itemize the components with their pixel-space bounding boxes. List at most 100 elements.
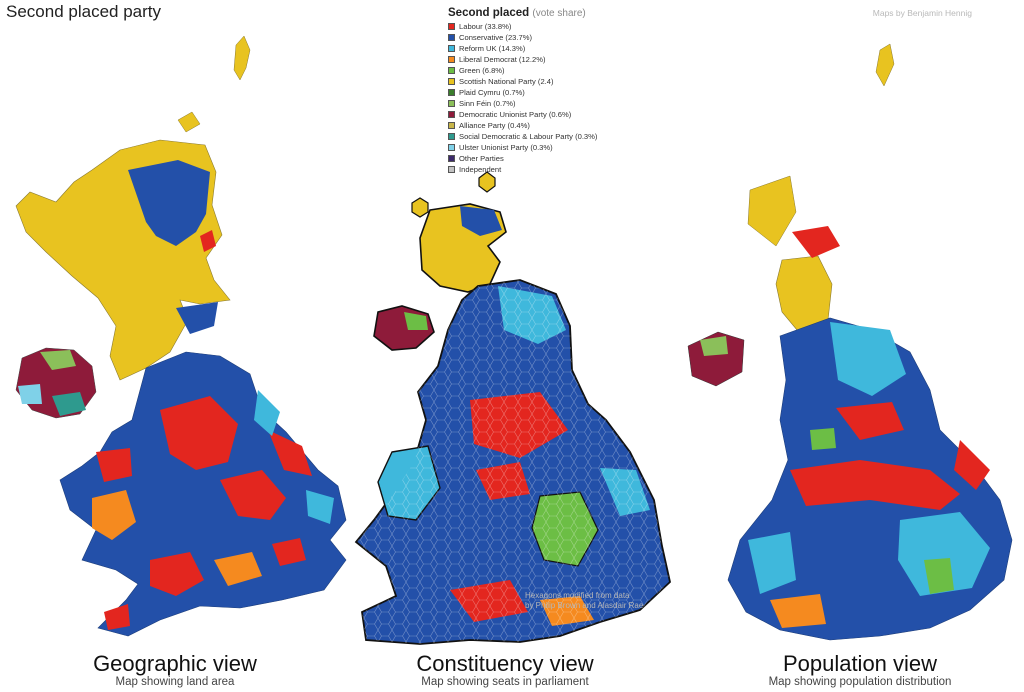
legend-subtitle: (vote share) [532, 8, 586, 19]
pop-shetland [875, 43, 895, 87]
hex-orkney [411, 197, 429, 218]
population-view-title: Population view [782, 651, 938, 676]
constituency-view-title: Constituency view [416, 651, 594, 676]
legend-label: Green (6.8%) [459, 66, 505, 76]
map-credit: Maps by Benjamin Hennig [872, 8, 972, 18]
geo-red-midlands [220, 470, 286, 520]
geo-england-wales [59, 351, 347, 637]
legend-title-text: Second placed [448, 7, 530, 19]
pop-east-red [954, 440, 990, 490]
hex-scotland-south [460, 206, 502, 236]
legend-label: Social Democratic & Labour Party (0.3%) [459, 132, 598, 142]
legend-label: Reform UK (14.3%) [459, 44, 526, 54]
geo-scotland-blue [128, 160, 210, 246]
pop-reform-northeast [830, 322, 906, 396]
pop-ni-green [700, 336, 728, 356]
legend-item: Sinn Féin (0.7%) [448, 99, 668, 110]
pop-scotland-east [792, 226, 840, 258]
geo-reform-east [306, 490, 334, 524]
pop-southwest-orange [770, 594, 826, 628]
population-view-label: Population view Map showing population d… [740, 652, 980, 689]
constituency-map [354, 171, 671, 645]
legend-item: Social Democratic & Labour Party (0.3%) [448, 132, 668, 143]
geo-sw-red [150, 552, 204, 596]
page-title: Second placed party [6, 2, 161, 21]
geo-ni-green [40, 350, 76, 370]
legend-label: Liberal Democrat (12.2%) [459, 55, 546, 65]
geographic-view-label: Geographic view Map showing land area [60, 652, 290, 689]
legend-swatch [448, 166, 455, 174]
legend-item: Democratic Unionist Party (0.6%) [448, 110, 668, 121]
geo-scotland-blue-south [176, 302, 218, 334]
legend-item: Plaid Cymru (0.7%) [448, 88, 668, 99]
pop-midlands-green [810, 428, 836, 450]
legend-swatch [448, 89, 455, 97]
geographic-map [15, 35, 347, 637]
pop-red-north [836, 402, 904, 440]
pop-london-teal [898, 512, 990, 596]
hex-shetland [478, 171, 496, 193]
legend-item: Other Parties [448, 154, 668, 165]
geo-ni-teal [52, 392, 86, 416]
geo-red-north [160, 396, 238, 470]
legend-swatch [448, 144, 455, 152]
geo-scotland-red [200, 230, 216, 252]
legend-item: Ulster Unionist Party (0.3%) [448, 143, 668, 154]
legend-item: Reform UK (14.3%) [448, 44, 668, 55]
legend-swatch [448, 56, 455, 64]
geographic-view-subtitle: Map showing land area [115, 676, 235, 688]
legend-label: Plaid Cymru (0.7%) [459, 88, 525, 98]
legend-label: Democratic Unionist Party (0.6%) [459, 110, 572, 120]
geo-orkney [177, 111, 201, 133]
legend-item: Alliance Party (0.4%) [448, 121, 668, 132]
geographic-view-title: Geographic view [93, 651, 257, 676]
legend-swatch [448, 111, 455, 119]
legend-swatch [448, 122, 455, 130]
hex-ni-green [404, 312, 428, 330]
legend-swatch [448, 78, 455, 86]
legend-label: Conservative (23.7%) [459, 33, 533, 43]
legend-label: Independent [459, 165, 502, 175]
legend-title: Second placed (vote share) [448, 6, 668, 21]
legend-label: Alliance Party (0.4%) [459, 121, 530, 131]
hex-grid-overlay [356, 280, 670, 644]
pop-red-band [790, 460, 960, 510]
hexagon-data-credit: Hexagons modified from data by Philip Br… [525, 591, 643, 611]
constituency-view-label: Constituency view Map showing seats in p… [380, 652, 630, 689]
legend-item: Conservative (23.7%) [448, 33, 668, 44]
pop-west-teal [748, 532, 796, 594]
pop-london-green [924, 558, 954, 594]
pop-highlands [747, 175, 797, 247]
geo-sw-tip-red [104, 604, 130, 630]
legend-swatch [448, 34, 455, 42]
constituency-view-subtitle: Map showing seats in parliament [421, 676, 589, 688]
legend-swatch [448, 45, 455, 53]
legend-label: Other Parties [459, 154, 504, 164]
legend-item: Green (6.8%) [448, 66, 668, 77]
geo-wales-red [96, 448, 132, 482]
geo-wales-orange [92, 490, 136, 540]
geo-reform [254, 390, 280, 436]
legend-items: Labour (33.8%) Conservative (23.7%) Reform… [448, 22, 668, 176]
population-map [687, 43, 1013, 641]
geo-ni-lightblue [18, 384, 42, 404]
geo-red-east [268, 430, 312, 476]
legend-label: Labour (33.8%) [459, 22, 512, 32]
legend-label: Scottish National Party (2.4) [459, 77, 554, 87]
legend-item: Labour (33.8%) [448, 22, 668, 33]
geo-south-orange [214, 552, 262, 586]
hexagon-credit-line1: Hexagons modified from data [525, 591, 630, 600]
geo-london-red [272, 538, 306, 566]
legend: Second placed (vote share) Labour (33.8%… [448, 6, 668, 175]
legend-item: Liberal Democrat (12.2%) [448, 55, 668, 66]
legend-label: Ulster Unionist Party (0.3%) [459, 143, 553, 153]
legend-item: Scottish National Party (2.4) [448, 77, 668, 88]
legend-swatch [448, 23, 455, 31]
population-view-subtitle: Map showing population distribution [768, 676, 952, 688]
legend-label: Sinn Féin (0.7%) [459, 99, 516, 109]
legend-item: Independent [448, 165, 668, 176]
legend-swatch [448, 100, 455, 108]
geo-shetland [233, 35, 251, 81]
legend-swatch [448, 133, 455, 141]
